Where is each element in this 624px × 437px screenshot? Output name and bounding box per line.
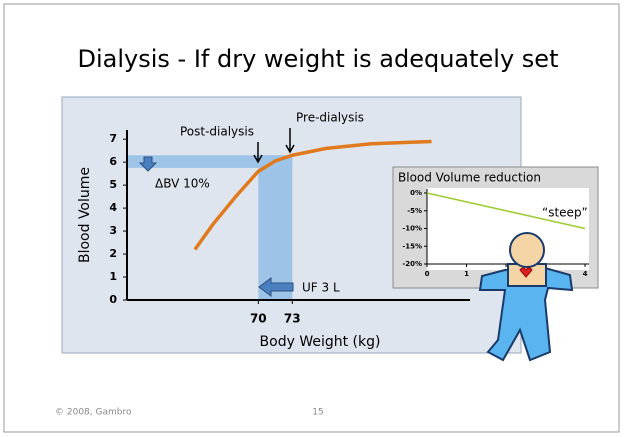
inset-x-tick-label: 4: [583, 270, 588, 278]
inset-y-tick-label: -10%: [402, 225, 422, 233]
inset-x-tick-label: 1: [464, 270, 469, 278]
curve: [193, 139, 432, 251]
y-tick-label: 4: [109, 201, 117, 214]
annotation-pre: Pre-dialysis: [296, 111, 364, 125]
y-tick-label: 7: [109, 132, 117, 145]
figure-heart: [519, 267, 533, 278]
x-axis-label: Body Weight (kg): [260, 334, 381, 350]
inset-annotation: “steep”: [542, 206, 588, 220]
slide-title: Dialysis - If dry weight is adequately s…: [78, 45, 559, 73]
x-tick-label: 73: [284, 312, 301, 326]
y-tick-label: 2: [109, 247, 117, 260]
cartoon-figure: [478, 232, 574, 362]
y-tick-label: 6: [109, 155, 117, 168]
inset-y-tick-label: -5%: [407, 207, 422, 215]
inset-y-tick-label: -15%: [402, 242, 422, 250]
highlight-vertical: [258, 155, 293, 300]
y-tick-label: 1: [109, 270, 117, 283]
arrow-uf: [258, 277, 294, 297]
inset-line: [426, 192, 586, 230]
y-axis-label: Blood Volume: [77, 167, 93, 263]
inset-x-tick-label: 0: [425, 270, 430, 278]
x-tick-label: 70: [250, 312, 267, 326]
arrow-dbv: [138, 156, 158, 172]
arrow-pre: [285, 128, 295, 154]
annotation-post: Post-dialysis: [180, 125, 254, 139]
inset-y-tick-label: -20%: [402, 260, 422, 268]
y-tick-label: 3: [109, 224, 117, 237]
inset-plot: [427, 188, 589, 270]
arrow-post: [253, 142, 263, 164]
annotation-uf: UF 3 L: [302, 281, 340, 295]
y-tick-label: 5: [109, 178, 117, 191]
figure-body: [478, 266, 574, 362]
y-tick-label: 0: [109, 293, 117, 306]
footer-page: 15: [312, 408, 323, 418]
inset-title: Blood Volume reduction: [398, 171, 541, 185]
highlight-horizontal: [127, 155, 293, 168]
inset-y-tick-label: 0%: [410, 189, 422, 197]
figure-head: [509, 232, 545, 268]
annotation-dbv: ΔBV 10%: [155, 177, 210, 191]
footer-copyright: © 2008, Gambro: [55, 408, 132, 418]
